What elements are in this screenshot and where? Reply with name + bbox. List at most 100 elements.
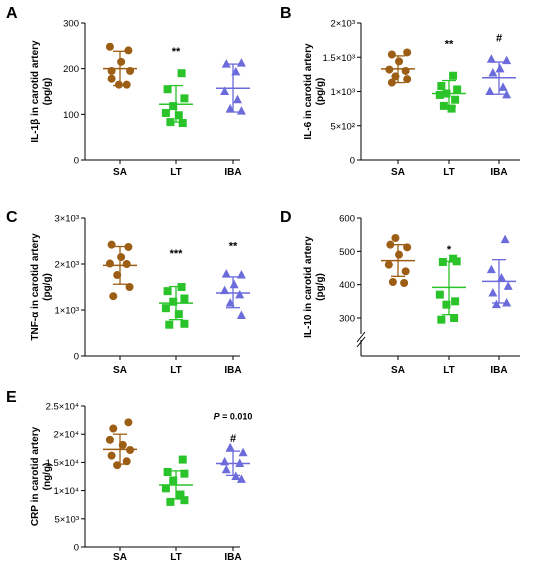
chart-panel-d: D 300 400 500 600 SA LT IBA IL-10 in carotid art…: [280, 209, 520, 376]
data-point: [107, 66, 116, 75]
data-point: [452, 257, 461, 266]
data-point: [403, 48, 412, 57]
data-point: [231, 66, 241, 76]
data-point: [502, 89, 512, 99]
data-point: [105, 435, 114, 444]
data-point: [401, 66, 410, 75]
data-point: [439, 101, 448, 110]
data-point: [124, 418, 133, 427]
data-point: [450, 314, 459, 322]
data-point: [163, 467, 172, 476]
significance-marker: **: [229, 240, 238, 252]
chart-panel-b: B 0 5×10² 1×10³ 1.5×10³ 2×10³ SA LT IBA IL-6 in c…: [280, 5, 520, 178]
data-point: [176, 490, 185, 499]
data-point: [391, 72, 400, 81]
data-point: [122, 260, 131, 268]
data-point: [438, 258, 447, 266]
x-category-label: SA: [113, 552, 127, 563]
panel-letter: D: [280, 209, 292, 226]
series-iba: [216, 442, 250, 483]
y-tick-label: 1.5×10³: [323, 53, 356, 64]
series-lt: [159, 455, 193, 506]
y-tick-label: 5×10³: [54, 514, 79, 525]
y-axis-label-line: TNF-α in carotid artery: [30, 233, 41, 341]
data-point: [180, 319, 189, 328]
data-point: [236, 474, 246, 483]
axis-break-mark: [356, 331, 366, 343]
data-point: [178, 455, 187, 464]
data-point: [435, 290, 444, 299]
data-point: [503, 281, 513, 290]
data-point: [498, 82, 508, 91]
x-category-label: SA: [113, 365, 127, 376]
x-category-label: SA: [113, 167, 127, 178]
data-point: [437, 315, 446, 324]
data-point: [235, 289, 245, 299]
data-point: [225, 442, 235, 452]
data-point: [395, 250, 404, 259]
data-point: [122, 80, 131, 89]
y-axis-label: CRP in carotid artery(ng/g): [30, 426, 53, 526]
data-point: [447, 104, 456, 113]
data-point: [225, 103, 235, 113]
y-axis-label-line: (ng/g): [42, 463, 53, 491]
data-point: [122, 457, 131, 466]
p-value-number: = 0.010: [220, 412, 253, 422]
data-point: [161, 484, 170, 493]
significance-marker: #: [496, 32, 502, 44]
significance-marker: **: [172, 46, 181, 58]
x-category-label: LT: [443, 365, 454, 376]
x-category-label: LT: [170, 365, 181, 376]
data-point: [238, 447, 248, 457]
y-tick-label: 1×10⁴: [54, 486, 79, 497]
data-point: [485, 86, 495, 95]
y-tick-label: 3×10³: [54, 214, 79, 225]
axis-break-mark: [356, 336, 366, 348]
panel-letter: A: [6, 5, 18, 22]
y-axis-label-line: CRP in carotid artery: [30, 426, 41, 526]
significance-marker: *: [447, 244, 452, 256]
data-point: [163, 85, 172, 94]
data-point: [169, 476, 178, 485]
x-category-label: LT: [170, 167, 181, 178]
data-point: [401, 267, 410, 276]
data-point: [449, 71, 458, 80]
x-category-label: LT: [170, 552, 181, 563]
data-point: [236, 58, 246, 67]
data-point: [180, 469, 189, 478]
data-point: [502, 55, 512, 65]
data-point: [109, 292, 118, 301]
chart-panel-e: E 0 5×10³ 1×10⁴ 1.5×10⁴ 2×10⁴ 2.5×10⁴ SA LT IBA CR…: [6, 389, 252, 563]
data-point: [221, 59, 231, 68]
series-lt: [159, 283, 193, 329]
p-value-annotation: P = 0.010: [214, 412, 253, 422]
x-category-label: SA: [391, 167, 405, 178]
series-iba: [216, 58, 250, 115]
data-point: [451, 297, 460, 306]
x-category-label: IBA: [224, 552, 241, 563]
data-point: [453, 85, 462, 94]
y-tick-label: 1×10³: [54, 306, 79, 317]
series-lt: [159, 69, 193, 128]
data-point: [118, 440, 127, 449]
series-lt: [432, 254, 466, 324]
x-category-label: LT: [443, 167, 454, 178]
data-point: [114, 80, 123, 89]
y-axis-label-line: (pg/g): [315, 78, 326, 106]
y-axis-label: IL-1β in carotid artery(pg/g): [30, 40, 53, 143]
y-axis-label-line: IL-10 in carotid artery: [303, 236, 314, 338]
y-tick-label: 500: [339, 247, 355, 258]
data-point: [387, 50, 396, 59]
data-point: [395, 57, 404, 66]
data-point: [165, 320, 174, 329]
chart-panel-a: A 0 100 200 300 SA LT IBA IL-1β in carotid arter…: [6, 5, 250, 178]
data-point: [435, 90, 444, 99]
data-point: [107, 74, 116, 83]
data-point: [124, 242, 133, 251]
panel-letter: C: [6, 209, 18, 226]
data-point: [178, 119, 187, 128]
data-point: [177, 283, 186, 291]
y-tick-label: 0: [74, 352, 79, 363]
x-category-label: IBA: [490, 167, 507, 178]
